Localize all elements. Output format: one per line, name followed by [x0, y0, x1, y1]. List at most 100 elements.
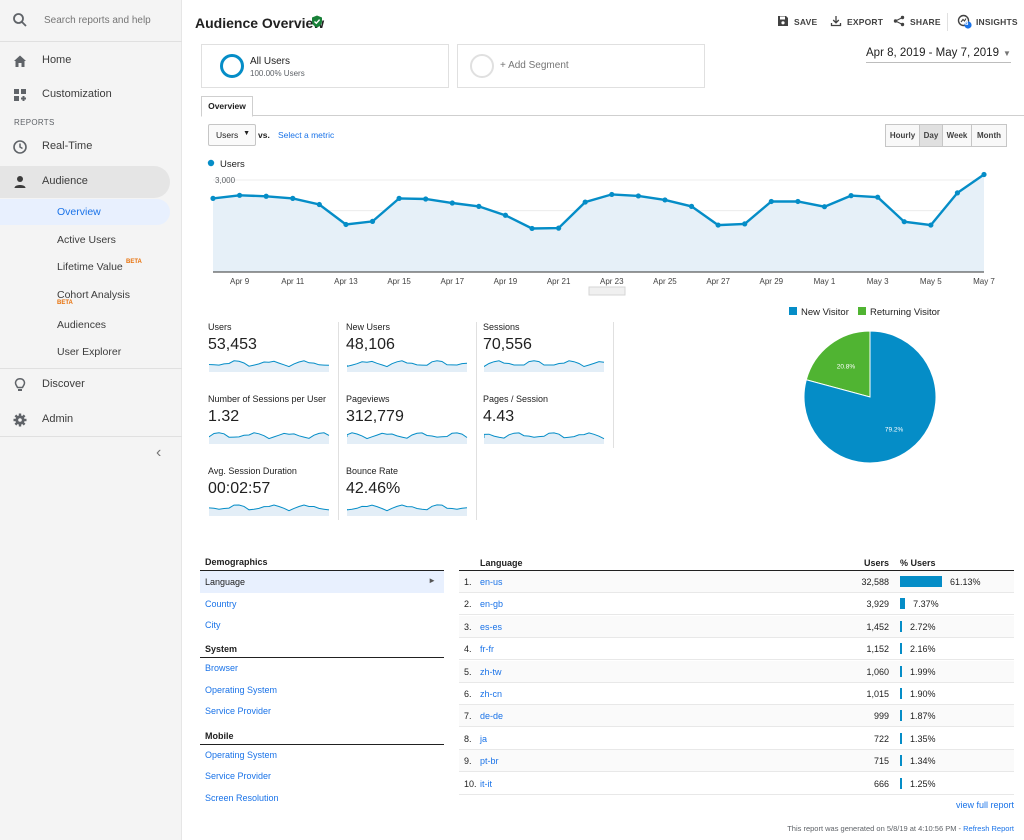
x-tick-label: Apr 13 — [334, 277, 358, 286]
share-button[interactable]: SHARE — [893, 15, 941, 27]
demo-link-city[interactable]: City — [205, 620, 221, 630]
language-link[interactable]: zh-tw — [480, 666, 502, 677]
language-link[interactable]: pt-br — [480, 756, 499, 767]
table-row: 9. pt-br 715 1.34% — [459, 750, 1014, 773]
view-full-report-link[interactable]: view full report — [955, 800, 1014, 810]
granularity-day[interactable]: Day — [919, 124, 943, 147]
data-point — [210, 195, 216, 201]
granularity-week[interactable]: Week — [942, 124, 972, 147]
row-index: 6. — [464, 689, 472, 699]
demo-link-service-provider[interactable]: Service Provider — [205, 706, 272, 716]
sidebar-sub-user-explorer[interactable]: User Explorer — [57, 346, 122, 358]
metric-divider — [476, 322, 477, 520]
refresh-report-link[interactable]: Refresh Report — [963, 824, 1014, 833]
demo-link-operating-system[interactable]: Operating System — [205, 685, 278, 695]
table-row: 5. zh-tw 1,060 1.99% — [459, 660, 1014, 683]
sidebar-item-customization[interactable]: Customization — [0, 79, 182, 111]
sidebar-sub-lifetime-value[interactable]: Lifetime Value BETA — [57, 259, 142, 273]
demo-link-mobile-service-provider[interactable]: Service Provider — [205, 771, 272, 781]
language-link[interactable]: en-gb — [480, 599, 504, 610]
clock-icon — [13, 140, 27, 154]
table-row: 10. it-it 666 1.25% — [459, 773, 1014, 795]
sidebar-sub-overview[interactable]: Overview — [0, 199, 170, 225]
row-users: 32,588 — [861, 577, 889, 587]
demographics-heading: Demographics — [205, 557, 268, 567]
x-tick-label: Apr 17 — [440, 277, 464, 286]
data-point — [502, 212, 509, 218]
row-users: 1,152 — [866, 644, 889, 655]
insights-button[interactable]: 8 INSIGHTS — [957, 14, 1018, 29]
language-link[interactable]: en-us — [480, 577, 503, 587]
row-users: 999 — [873, 711, 889, 722]
pie-slice-label: 20.8% — [837, 364, 856, 371]
language-link[interactable]: it-it — [480, 778, 492, 789]
table-row: 7. de-de 999 1.87% — [459, 705, 1014, 728]
demo-link-language[interactable]: Language ► — [200, 571, 444, 593]
pie-slice — [803, 330, 937, 464]
demo-link-mobile-os[interactable]: Operating System — [205, 750, 278, 760]
data-point — [556, 225, 562, 231]
metric-label: Pages / Session — [483, 394, 549, 404]
language-link[interactable]: zh-cn — [480, 689, 503, 699]
search-input[interactable]: Search reports and help — [44, 15, 151, 26]
pct-bar — [900, 710, 902, 722]
beta-badge: BETA — [126, 259, 142, 265]
sidebar-sub-audiences[interactable]: Audiences — [57, 319, 107, 331]
search-bar[interactable]: Search reports and help — [0, 0, 182, 42]
sidebar-item-home[interactable]: Home — [0, 45, 182, 77]
select-metric-link[interactable]: Select a metric — [278, 130, 335, 140]
metric-select[interactable]: Users ▼ — [208, 124, 256, 146]
row-index: 1. — [464, 577, 472, 587]
metric-value: 70,556 — [483, 336, 532, 353]
gear-icon — [13, 413, 27, 427]
tab-overview[interactable]: Overview — [201, 96, 253, 117]
date-range-picker[interactable]: Apr 8, 2019 - May 7, 2019 ▼ — [866, 47, 1011, 63]
row-pct: 2.72% — [910, 621, 936, 632]
sidebar-item-admin[interactable]: Admin — [0, 404, 182, 436]
metric-value: 00:02:57 — [208, 480, 271, 497]
data-point — [981, 171, 987, 178]
granularity-hourly[interactable]: Hourly — [885, 124, 920, 147]
save-button[interactable]: SAVE — [778, 16, 817, 27]
language-link[interactable]: es-es — [480, 621, 503, 632]
sidebar-item-audience[interactable]: Audience — [0, 166, 170, 198]
sidebar-item-realtime[interactable]: Real-Time — [0, 131, 182, 163]
metric-card: Pages / Session 4.43 — [483, 394, 617, 458]
metric-label: Users — [208, 322, 232, 332]
metric-value: 42.46% — [346, 480, 401, 497]
demo-link-screen-resolution[interactable]: Screen Resolution — [205, 793, 279, 803]
sidebar-sub-active-users[interactable]: Active Users — [57, 234, 116, 246]
language-link[interactable]: ja — [480, 733, 488, 744]
metric-label: New Users — [346, 322, 391, 332]
sparkline-line — [209, 432, 330, 440]
sparkline — [209, 432, 330, 444]
language-link[interactable]: fr-fr — [480, 644, 494, 655]
table-row: 8. ja 722 1.35% — [459, 728, 1014, 750]
data-point — [662, 197, 668, 203]
language-link[interactable]: de-de — [480, 711, 504, 722]
metric-label: Pageviews — [346, 394, 390, 404]
export-button[interactable]: EXPORT — [830, 16, 883, 27]
data-point — [901, 219, 907, 225]
add-segment-button[interactable]: + Add Segment — [457, 44, 705, 88]
metric-value: 1.32 — [208, 408, 240, 425]
segment-all-users[interactable]: All Users 100.00% Users — [201, 44, 449, 88]
data-point — [848, 193, 854, 199]
chart-resize-handle[interactable] — [588, 286, 626, 296]
x-tick-label: Apr 27 — [706, 277, 730, 286]
verified-shield-icon — [312, 15, 322, 28]
pct-bar — [900, 576, 942, 587]
row-pct: 1.25% — [910, 778, 936, 789]
demo-link-country[interactable]: Country — [205, 599, 237, 609]
data-point — [236, 192, 243, 198]
granularity-month[interactable]: Month — [971, 124, 1007, 147]
row-index: 7. — [464, 711, 472, 722]
mobile-heading: Mobile — [205, 731, 234, 741]
demo-link-browser[interactable]: Browser — [205, 663, 239, 673]
metric-value: 312,779 — [346, 408, 404, 425]
sparkline-line — [484, 432, 605, 440]
sidebar-sub-cohort-analysis[interactable]: Cohort Analysis BETA — [57, 289, 130, 306]
row-index: 4. — [464, 644, 472, 655]
sidebar-item-discover[interactable]: Discover — [0, 369, 182, 401]
collapse-sidebar-icon[interactable]: ‹ — [156, 444, 162, 461]
